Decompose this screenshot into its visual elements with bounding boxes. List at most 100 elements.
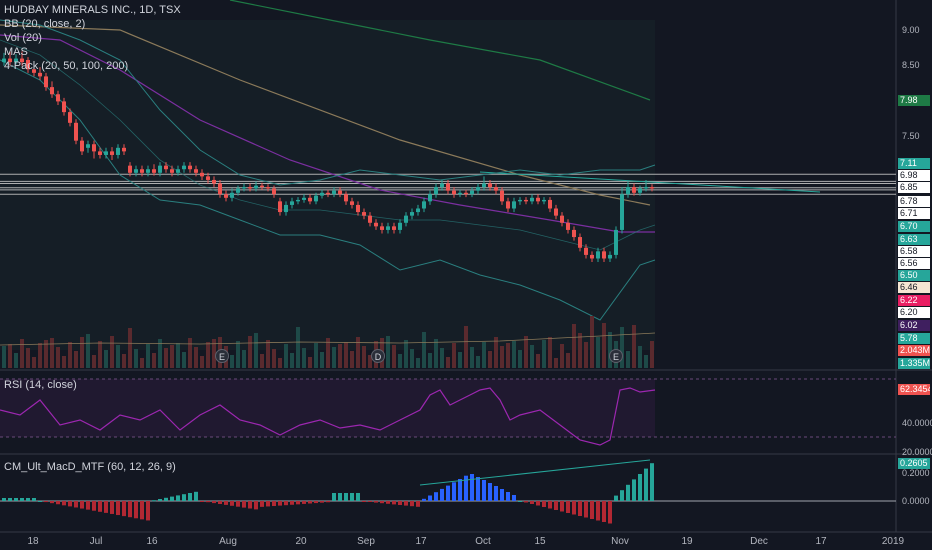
candle-body xyxy=(458,192,462,195)
rsi-band xyxy=(0,379,655,437)
volume-bar xyxy=(272,349,276,368)
candle-body xyxy=(182,165,186,170)
rsi-line xyxy=(0,387,656,446)
candle-body xyxy=(446,183,450,191)
candle-body xyxy=(104,151,108,155)
volume-bar xyxy=(650,341,654,368)
price-tag: 6.46 xyxy=(898,282,930,293)
volume-bar xyxy=(644,355,648,368)
macd-histogram-bar xyxy=(584,501,588,518)
volume-bar xyxy=(122,354,126,368)
volume-bar xyxy=(542,340,546,368)
candle-body xyxy=(194,169,198,173)
macd-histogram-bar xyxy=(80,501,84,509)
volume-bar xyxy=(506,343,510,368)
candle-body xyxy=(476,187,480,191)
volume-bar xyxy=(566,353,570,368)
rsi-title[interactable]: RSI (14, close) xyxy=(4,379,77,391)
macd-histogram-bar xyxy=(464,475,468,501)
volume-bar xyxy=(626,351,630,368)
dividend-event-icon[interactable]: D xyxy=(371,349,385,363)
macd-histogram-bar xyxy=(314,501,318,504)
macd-histogram-bar xyxy=(506,492,510,501)
macd-histogram-bar xyxy=(98,501,102,512)
volume-bar xyxy=(104,350,108,368)
candle-body xyxy=(98,151,102,155)
macd-histogram-bar xyxy=(476,477,480,501)
candle-body xyxy=(554,208,558,216)
candle-body xyxy=(260,185,264,188)
macd-histogram-bar xyxy=(350,493,354,501)
volume-bar xyxy=(620,327,624,368)
volume-bar xyxy=(404,340,408,368)
candle-body xyxy=(500,190,504,202)
candle-body xyxy=(248,187,252,189)
volume-bar xyxy=(596,337,600,368)
macd-histogram-bar xyxy=(338,493,342,501)
indicator-4pack[interactable]: 4-Pack (20, 50, 100, 200) xyxy=(4,60,129,72)
candle-body xyxy=(74,122,78,141)
macd-histogram-bar xyxy=(158,499,162,501)
candle-body xyxy=(158,165,162,173)
macd-histogram-bar xyxy=(440,488,444,501)
earnings-event-icon[interactable]: E xyxy=(609,349,623,363)
macd-histogram-bar xyxy=(398,501,402,505)
rsi-value-tag: 62.3454 xyxy=(898,384,930,395)
volume-bar xyxy=(290,353,294,368)
macd-title[interactable]: CM_Ult_MacD_MTF (60, 12, 26, 9) xyxy=(4,461,176,473)
macd-histogram-bar xyxy=(278,501,282,506)
volume-bar xyxy=(368,355,372,368)
macd-histogram-bar xyxy=(194,491,198,501)
price-tag: 6.56 xyxy=(898,258,930,269)
time-axis-label: 2019 xyxy=(881,536,905,547)
indicator-mas[interactable]: MAS xyxy=(4,46,28,58)
candle-body xyxy=(350,201,354,205)
candle-body xyxy=(44,76,48,88)
time-axis-label: Nov xyxy=(611,536,629,547)
volume-bar xyxy=(464,326,468,368)
time-axis-label: 17 xyxy=(815,536,827,547)
candle-body xyxy=(188,165,192,170)
candle-body xyxy=(632,187,636,193)
ma-long-line xyxy=(229,0,651,101)
volume-bar xyxy=(320,352,324,368)
chart-title[interactable]: HUDBAY MINERALS INC., 1D, TSX xyxy=(4,4,181,16)
candle-body xyxy=(200,172,204,177)
macd-histogram-bar xyxy=(308,501,312,504)
candle-body xyxy=(386,226,390,230)
earnings-event-icon[interactable]: E xyxy=(215,349,229,363)
macd-histogram-bar xyxy=(356,493,360,501)
volume-bar xyxy=(386,336,390,368)
price-tag: 6.85 xyxy=(898,182,930,193)
volume-bar xyxy=(278,358,282,368)
macd-histogram-bar xyxy=(242,501,246,508)
macd-histogram-bar xyxy=(182,494,186,501)
macd-histogram-bar xyxy=(566,501,570,513)
macd-histogram-bar xyxy=(152,500,156,502)
indicator-bb[interactable]: BB (20, close, 2) xyxy=(4,18,86,30)
volume-bar xyxy=(44,340,48,368)
candle-body xyxy=(572,229,576,238)
volume-bar xyxy=(266,340,270,368)
candle-body xyxy=(482,183,486,188)
volume-bar xyxy=(428,353,432,368)
volume-bar xyxy=(416,358,420,368)
macd-histogram-bar xyxy=(2,498,6,501)
macd-histogram-bar xyxy=(122,501,126,517)
volume-bar xyxy=(2,346,6,368)
volume-bar xyxy=(56,347,60,368)
candle-body xyxy=(356,204,360,213)
macd-histogram-bar xyxy=(482,480,486,501)
price-tag: 6.70 xyxy=(898,221,930,232)
macd-histogram-bar xyxy=(110,501,114,514)
candle-body xyxy=(50,87,54,95)
macd-histogram-bar xyxy=(512,495,516,501)
macd-histogram-bar xyxy=(50,501,54,504)
indicator-vol[interactable]: Vol (20) xyxy=(4,32,42,44)
price-axis-label: 7.50 xyxy=(902,131,920,141)
candle-body xyxy=(434,187,438,195)
macd-histogram-bar xyxy=(326,501,330,503)
volume-bar xyxy=(578,333,582,368)
volume-bar xyxy=(194,347,198,368)
candle-body xyxy=(272,188,276,195)
